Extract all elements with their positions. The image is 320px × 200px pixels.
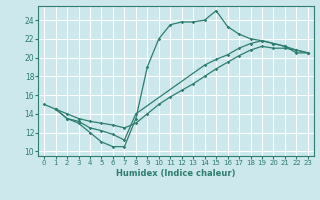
X-axis label: Humidex (Indice chaleur): Humidex (Indice chaleur) [116,169,236,178]
